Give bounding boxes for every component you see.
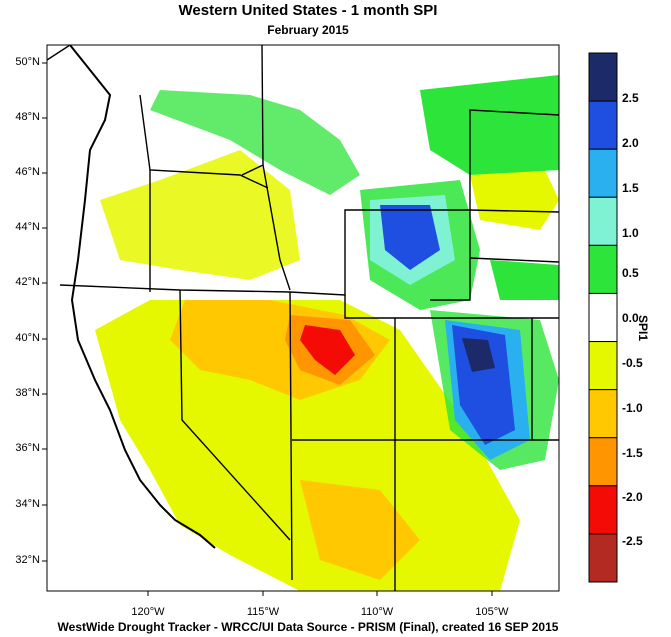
lat-ticks [42,62,47,562]
lat-label-42: 42°N [15,276,40,288]
legend-label-2-0: 2.0 [622,136,639,150]
spi-green-north [150,90,360,195]
pacific-coastline [69,45,216,549]
lat-label-44: 44°N [15,221,40,233]
legend-swatch [588,533,618,583]
chart-title: Western United States - 1 month SPI [178,2,438,19]
legend-swatch [588,437,618,487]
legend-title: SPI1 [636,315,650,342]
lon-ticks [147,591,493,596]
legend-swatch [588,341,618,391]
legend-label-1-0: 1.0 [622,226,639,240]
lat-label-50: 50°N [15,56,40,68]
spi-navy-co [462,338,495,372]
lon-label-110: 110°W [360,606,394,618]
spi-red-utah [300,325,355,375]
map-frame [46,44,560,592]
legend-label-neg-1-0: -1.0 [622,401,643,415]
spi-blue-wy [380,205,440,270]
legend-label-0-0: 0.0 [622,311,639,325]
legend-label-1-5: 1.5 [622,181,639,195]
legend-label-2-5: 2.5 [622,91,639,105]
lat-label-32: 32°N [15,554,40,566]
spi-orange-az [300,480,420,580]
legend-label-neg-1-5: -1.5 [622,446,643,460]
spi-yellow-sw [95,300,520,591]
legend-label-neg-2-0: -2.0 [622,490,643,504]
spi-green-montana [420,75,559,175]
legend-swatch [588,244,618,294]
state-boundaries [47,45,559,591]
legend-swatch [588,100,618,150]
lat-label-40: 40°N [15,332,40,344]
chart-subtitle: February 2015 [267,23,349,37]
legend-colorbar [588,52,618,583]
legend-swatch [588,389,618,439]
footer-credit: WestWide Drought Tracker - WRCC/UI Data … [57,620,559,634]
spi-yellow-ne [470,170,559,230]
legend-swatch [588,52,618,102]
legend-swatch [588,196,618,246]
legend-swatch [588,292,618,343]
lat-label-46: 46°N [15,166,40,178]
legend-swatch [588,485,618,535]
lat-label-34: 34°N [15,498,40,510]
lat-label-36: 36°N [15,442,40,454]
lon-label-120: 120°W [131,606,165,618]
legend-label-0-5: 0.5 [622,266,639,280]
spi-green-ne [490,260,559,300]
lat-label-38: 38°N [15,387,40,399]
legend-label-neg-0-5: -0.5 [622,356,643,370]
lon-label-115: 115°W [246,606,280,618]
legend-swatch [588,148,618,198]
lon-label-105: 105°W [475,606,509,618]
lat-label-48: 48°N [15,111,40,123]
map-field [47,45,559,591]
legend-label-neg-2-5: -2.5 [622,534,643,548]
